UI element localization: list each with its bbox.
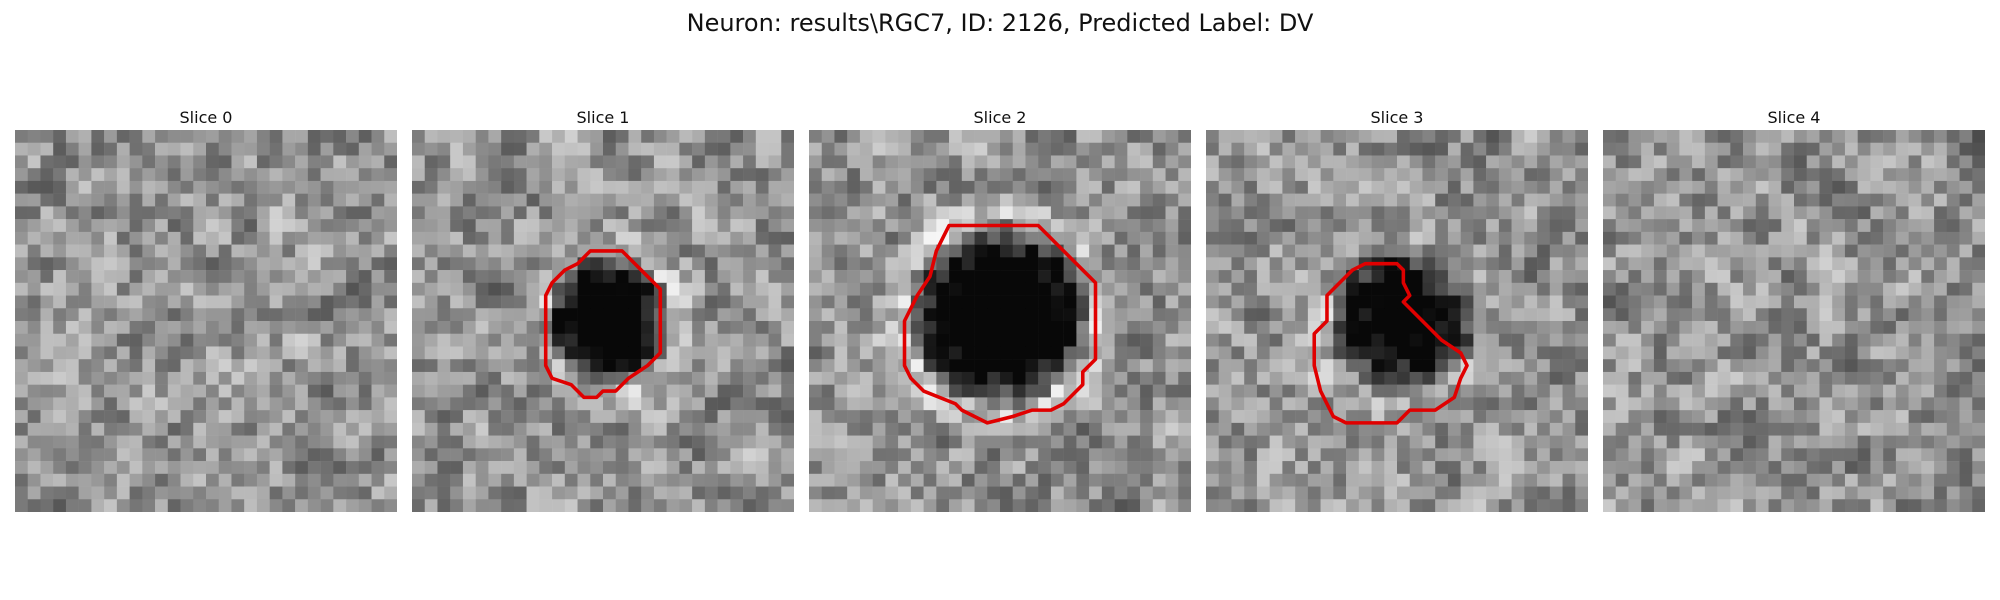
slice-panel-4: Slice 4 [1603,108,1985,512]
slice-panel-0: Slice 0 [15,108,397,512]
slice-image [15,130,397,512]
slice-title: Slice 4 [1767,108,1821,127]
slice-title: Slice 1 [576,108,630,127]
slice-image [412,130,794,512]
figure-title: Neuron: results\RGC7, ID: 2126, Predicte… [686,9,1314,37]
pixel-grid [1206,130,1588,512]
slice-title: Slice 0 [179,108,233,127]
pixel-grid [412,130,794,512]
slice-panel-1: Slice 1 [412,108,794,512]
segmentation-contour [902,223,1098,425]
slice-image [1603,130,1985,512]
segmentation-contour [543,249,663,400]
segmentation-contour [1312,261,1469,425]
slice-image [809,130,1191,512]
slice-image [1206,130,1588,512]
pixel-grid [1603,130,1985,512]
slice-panel-2: Slice 2 [809,108,1191,512]
slice-title: Slice 3 [1370,108,1424,127]
slice-title: Slice 2 [973,108,1027,127]
slice-panel-3: Slice 3 [1206,108,1588,512]
pixel-grid [15,130,397,512]
pixel-grid [809,130,1191,512]
